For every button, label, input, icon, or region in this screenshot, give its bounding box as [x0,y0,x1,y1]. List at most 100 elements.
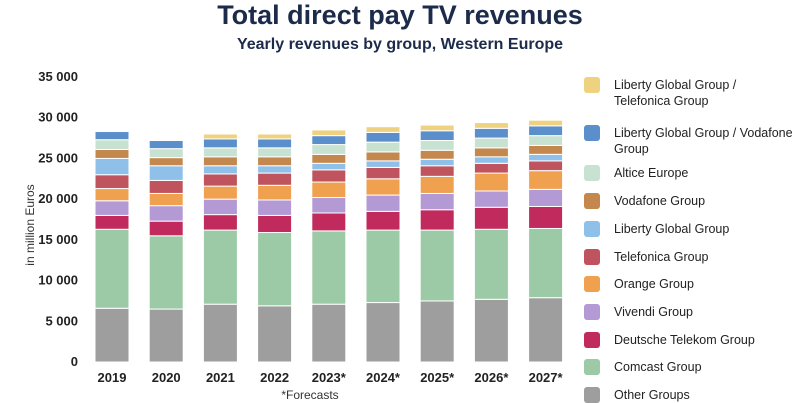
bar-orange-group-2022[interactable] [257,184,293,201]
bar-orange-group-2027[interactable] [528,170,564,190]
bar-other-groups-2020[interactable] [148,308,184,363]
bar-vodafone-group-2019[interactable] [94,148,130,159]
bar-telefonica-group-2019[interactable] [94,174,130,190]
bar-deutsche-telekom-group-2024[interactable] [365,210,401,231]
bar-vivendi-group-2020[interactable] [148,205,184,222]
bar-liberty-global-group-2021[interactable] [202,165,238,175]
bar-comcast-group-2026[interactable] [473,228,509,300]
legend-item-liberty-global-group-telefonica-group[interactable]: Liberty Global Group / Telefonica Group [584,77,794,109]
bar-vivendi-group-2021[interactable] [202,198,238,216]
bar-orange-group-2019[interactable] [94,188,130,202]
bar-comcast-group-2019[interactable] [94,228,130,309]
bar-other-groups-2027[interactable] [528,297,564,363]
bar-altice-europe-2019[interactable] [94,139,130,150]
bar-telefonica-group-2021[interactable] [202,173,238,187]
bar-deutsche-telekom-group-2025[interactable] [419,209,455,231]
bar-liberty-global-group-2023[interactable] [311,162,347,171]
bar-orange-group-2020[interactable] [148,192,184,207]
bar-vodafone-group-2021[interactable] [202,156,238,167]
bar-liberty-global-group-2020[interactable] [148,165,184,181]
bar-vodafone-group-2027[interactable] [528,144,564,155]
bar-vivendi-group-2023[interactable] [311,197,347,214]
legend-item-vivendi-group[interactable]: Vivendi Group [584,304,693,320]
legend-item-liberty-global-group[interactable]: Liberty Global Group [584,221,729,237]
legend-item-orange-group[interactable]: Orange Group [584,276,694,292]
bar-other-groups-2024[interactable] [365,302,401,363]
bar-vivendi-group-2022[interactable] [257,199,293,216]
bar-liberty-global-group-vodafone-group-2019[interactable] [94,131,130,141]
bar-altice-europe-2025[interactable] [419,140,455,151]
bar-vodafone-group-2025[interactable] [419,149,455,160]
bar-deutsche-telekom-group-2020[interactable] [148,220,184,237]
bar-altice-europe-2022[interactable] [257,147,293,158]
bar-telefonica-group-2025[interactable] [419,165,455,177]
bar-comcast-group-2022[interactable] [257,232,293,307]
bar-other-groups-2023[interactable] [311,303,347,363]
bar-other-groups-2026[interactable] [473,298,509,363]
bar-vivendi-group-2026[interactable] [473,190,509,208]
bar-other-groups-2022[interactable] [257,305,293,363]
bar-deutsche-telekom-group-2019[interactable] [94,214,130,230]
bar-other-groups-2021[interactable] [202,303,238,363]
bar-liberty-global-group-vodafone-group-2024[interactable] [365,131,401,143]
bar-liberty-global-group-2027[interactable] [528,153,564,162]
bar-liberty-global-group-2019[interactable] [94,157,130,176]
bar-altice-europe-2027[interactable] [528,135,564,146]
bar-comcast-group-2023[interactable] [311,230,347,305]
bar-vodafone-group-2024[interactable] [365,151,401,162]
bar-liberty-global-group-2022[interactable] [257,165,293,174]
bar-orange-group-2024[interactable] [365,178,401,196]
bar-telefonica-group-2023[interactable] [311,169,347,183]
bar-liberty-global-group-2025[interactable] [419,158,455,167]
bar-liberty-global-group-2026[interactable] [473,156,509,164]
bar-telefonica-group-2024[interactable] [365,166,401,180]
bar-liberty-global-group-telefonica-group-2021[interactable] [202,133,238,140]
bar-comcast-group-2025[interactable] [419,229,455,302]
bar-telefonica-group-2022[interactable] [257,172,293,186]
bar-vodafone-group-2026[interactable] [473,147,509,158]
bar-orange-group-2025[interactable] [419,175,455,194]
bar-liberty-global-group-telefonica-group-2027[interactable] [528,119,564,127]
bar-deutsche-telekom-group-2023[interactable] [311,212,347,232]
bar-liberty-global-group-vodafone-group-2025[interactable] [419,130,455,142]
bar-liberty-global-group-vodafone-group-2027[interactable] [528,125,564,137]
legend-item-deutsche-telekom-group[interactable]: Deutsche Telekom Group [584,332,755,348]
legend-item-liberty-global-group-vodafone-group[interactable]: Liberty Global Group / Vodafone Group [584,125,794,157]
bar-liberty-global-group-vodafone-group-2023[interactable] [311,135,347,146]
bar-comcast-group-2020[interactable] [148,235,184,310]
bar-telefonica-group-2020[interactable] [148,179,184,194]
bar-deutsche-telekom-group-2026[interactable] [473,206,509,230]
bar-altice-europe-2023[interactable] [311,144,347,155]
bar-telefonica-group-2027[interactable] [528,160,564,172]
bar-liberty-global-group-telefonica-group-2022[interactable] [257,133,293,140]
bar-liberty-global-group-telefonica-group-2023[interactable] [311,129,347,137]
bar-liberty-global-group-vodafone-group-2020[interactable] [148,140,184,150]
bar-altice-europe-2021[interactable] [202,147,238,158]
bar-deutsche-telekom-group-2022[interactable] [257,214,293,234]
bar-orange-group-2023[interactable] [311,181,347,199]
legend-item-telefonica-group[interactable]: Telefonica Group [584,249,709,265]
bar-altice-europe-2026[interactable] [473,137,509,149]
bar-liberty-global-group-vodafone-group-2021[interactable] [202,138,238,149]
bar-liberty-global-group-telefonica-group-2026[interactable] [473,122,509,129]
bar-deutsche-telekom-group-2021[interactable] [202,214,238,231]
bar-orange-group-2026[interactable] [473,172,509,192]
bar-orange-group-2021[interactable] [202,185,238,200]
bar-other-groups-2019[interactable] [94,307,130,363]
bar-liberty-global-group-2024[interactable] [365,160,401,168]
bar-vivendi-group-2027[interactable] [528,188,564,207]
bar-comcast-group-2024[interactable] [365,229,401,304]
bar-deutsche-telekom-group-2027[interactable] [528,205,564,229]
bar-liberty-global-group-vodafone-group-2022[interactable] [257,138,293,149]
bar-telefonica-group-2026[interactable] [473,162,509,174]
legend-item-vodafone-group[interactable]: Vodafone Group [584,193,705,209]
bar-altice-europe-2024[interactable] [365,141,401,153]
bar-comcast-group-2027[interactable] [528,227,564,299]
legend-item-comcast-group[interactable]: Comcast Group [584,359,702,375]
bar-liberty-global-group-vodafone-group-2026[interactable] [473,127,509,139]
bar-vodafone-group-2022[interactable] [257,156,293,167]
bar-altice-europe-2020[interactable] [148,148,184,159]
bar-vivendi-group-2025[interactable] [419,192,455,211]
bar-comcast-group-2021[interactable] [202,229,238,305]
legend-item-other-groups[interactable]: Other Groups [584,387,690,403]
